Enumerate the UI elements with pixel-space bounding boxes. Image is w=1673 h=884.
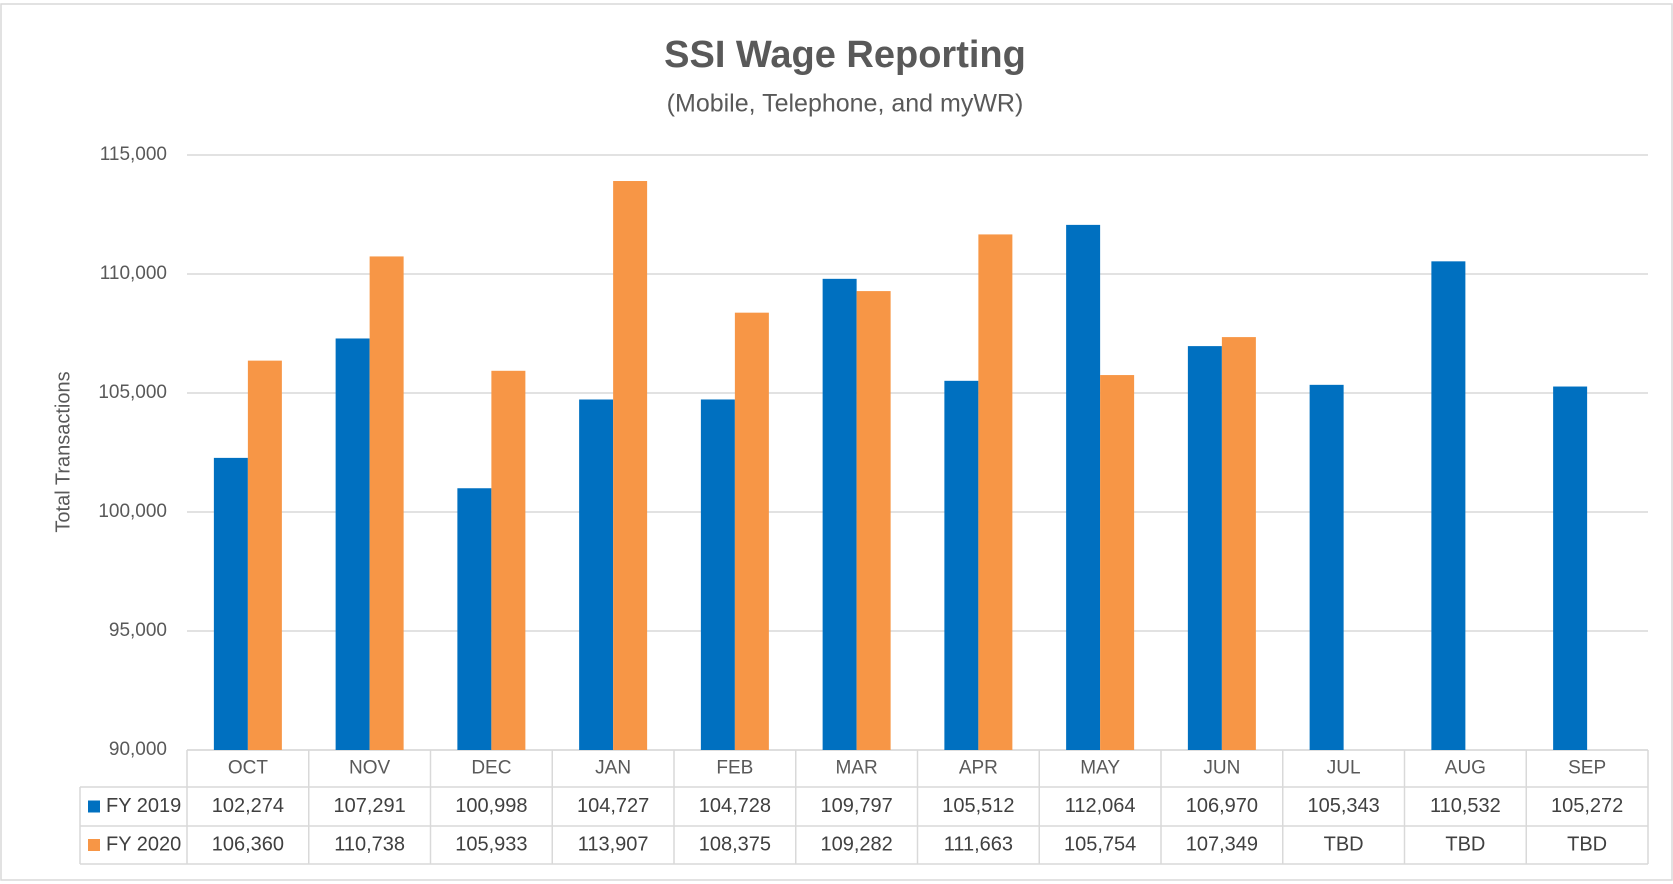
bar	[1221, 337, 1256, 750]
legend-swatch	[88, 800, 100, 813]
bar	[734, 312, 769, 750]
bar	[613, 181, 648, 750]
legend-swatch	[88, 839, 100, 851]
y-tick-label: 115,000	[100, 144, 167, 165]
x-tick-label: AUG	[1445, 758, 1486, 779]
table-cell: 112,064	[1065, 795, 1136, 817]
x-tick-label: FEB	[716, 758, 753, 779]
y-tick-label: 110,000	[100, 263, 167, 284]
table-cell: 104,728	[699, 795, 771, 817]
chart-title: SSI Wage Reporting	[664, 34, 1026, 76]
x-tick-label: DEC	[471, 758, 511, 779]
table-cell: 105,512	[942, 795, 1014, 817]
x-tick-label: APR	[959, 758, 998, 779]
table-cell: 105,933	[455, 833, 527, 855]
bar	[491, 370, 526, 750]
bar	[1431, 261, 1466, 750]
table-cell: 110,532	[1430, 795, 1501, 817]
table-cell: 106,360	[212, 833, 284, 855]
table-cell: 107,291	[333, 795, 405, 817]
bar	[579, 399, 614, 750]
table-cell: TBD	[1324, 833, 1364, 855]
x-tick-label: MAY	[1080, 758, 1120, 779]
chart-subtitle: (Mobile, Telephone, and myWR)	[667, 90, 1024, 118]
bar	[1066, 224, 1101, 750]
bar	[822, 278, 857, 750]
table-cell: 109,797	[820, 795, 892, 817]
table-cell: 104,727	[577, 795, 649, 817]
bar	[856, 291, 891, 750]
y-tick-label: 100,000	[98, 501, 167, 522]
x-tick-label: OCT	[228, 758, 269, 779]
table-cell: 105,343	[1307, 795, 1379, 817]
table-cell: 106,970	[1186, 795, 1258, 817]
table-cell: 105,754	[1064, 833, 1136, 855]
bar	[457, 488, 492, 750]
table-cell: 107,349	[1186, 833, 1258, 855]
y-tick-label: 90,000	[109, 739, 167, 760]
table-cell: 100,998	[455, 795, 527, 817]
bar	[1309, 384, 1344, 750]
bar	[213, 457, 248, 750]
legend-label: FY 2019	[106, 795, 181, 817]
x-tick-label: SEP	[1568, 758, 1606, 779]
y-tick-label: 95,000	[109, 620, 167, 641]
table-cell: TBD	[1567, 833, 1607, 855]
x-tick-label: JUN	[1203, 758, 1240, 779]
bar	[944, 380, 979, 750]
legend-label: FY 2020	[106, 833, 181, 855]
y-tick-label: 105,000	[98, 382, 167, 403]
table-cell: 113,907	[578, 833, 649, 855]
table-cell: TBD	[1445, 833, 1485, 855]
bar	[1187, 346, 1222, 750]
table-cell: 110,738	[334, 833, 405, 855]
bar	[369, 256, 404, 750]
x-tick-label: MAR	[836, 758, 878, 779]
table-cell: 111,663	[944, 833, 1013, 855]
table-cell: 105,272	[1551, 795, 1623, 817]
x-tick-label: JAN	[595, 758, 631, 779]
bar	[700, 399, 735, 750]
x-tick-label: JUL	[1327, 758, 1361, 779]
bar	[247, 360, 282, 750]
bar	[1553, 386, 1588, 750]
table-cell: 108,375	[699, 833, 771, 855]
bar	[1100, 375, 1135, 750]
y-axis-label: Total Transactions	[52, 371, 74, 532]
table-cell: 102,274	[212, 795, 284, 817]
x-tick-label: NOV	[349, 758, 391, 779]
bar	[978, 234, 1013, 750]
bar	[335, 338, 370, 750]
table-cell: 109,282	[820, 833, 892, 855]
